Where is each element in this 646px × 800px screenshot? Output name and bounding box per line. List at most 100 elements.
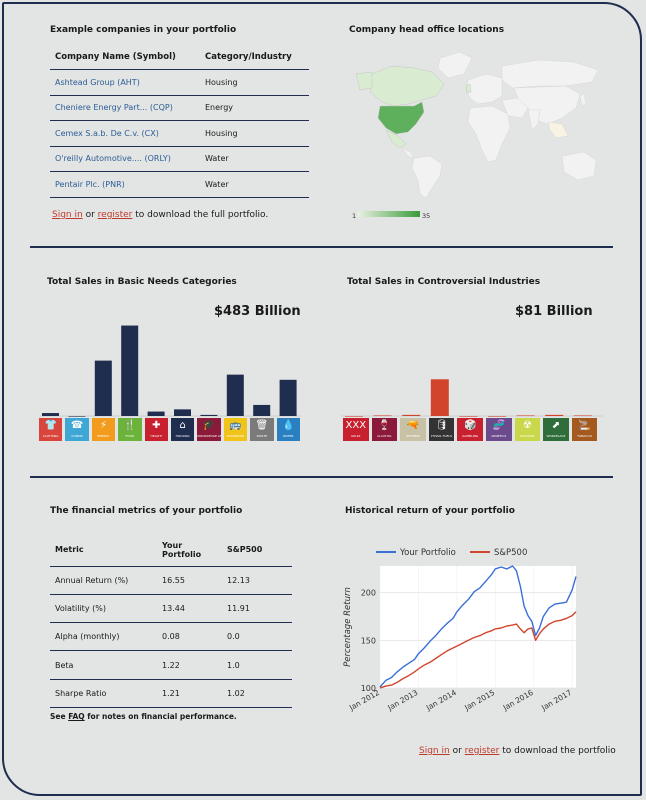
bar-energy[interactable] <box>94 360 112 416</box>
housing-icon: ⌂ HOUSING <box>170 418 195 441</box>
icon-label: WASTE <box>256 434 268 438</box>
bar-waste[interactable] <box>253 404 271 416</box>
basic-needs-total: $483 Billion <box>214 304 301 319</box>
company-name[interactable]: Cemex S.a.b. De C.v. (CX) <box>50 120 200 147</box>
bar-knowledge-and-education[interactable] <box>200 414 218 416</box>
metric-portfolio-value: 1.22 <box>157 650 222 680</box>
legend-label: Your Portfolio <box>399 548 456 558</box>
metrics-table: Metric Your Portfolio S&P500 Annual Retu… <box>50 534 292 708</box>
signin-link[interactable]: Sign in <box>419 746 450 756</box>
company-category: Housing <box>200 120 309 147</box>
y-tick-label: 100 <box>361 684 376 693</box>
icon-label: ALCOHOL <box>377 434 392 438</box>
table-row: Sharpe Ratio 1.21 1.02 <box>50 679 292 708</box>
historical-title: Historical return of your portfolio <box>345 506 515 516</box>
bar-health[interactable] <box>147 411 165 416</box>
map-japan <box>579 93 587 107</box>
y-tick-label: 150 <box>361 636 376 645</box>
table-row: O'reilly Automotive.... (ORLY) Water <box>50 146 309 172</box>
icon-label: TOBACCO <box>577 434 592 438</box>
bar-fossil-fuels[interactable] <box>430 379 449 416</box>
register-link[interactable]: register <box>464 746 500 756</box>
icon-label: TRANSPORT <box>226 434 245 438</box>
bar-workplace[interactable] <box>545 414 564 416</box>
water-icon: 💧 WATER <box>276 418 300 441</box>
legend-label: S&P500 <box>494 548 527 558</box>
bar-transport[interactable] <box>226 374 244 416</box>
map-usa <box>377 101 425 135</box>
table-row: Pentair Plc. (PNR) Water <box>50 171 309 198</box>
company-name[interactable]: O'reilly Automotive.... (ORLY) <box>50 146 200 172</box>
table-row: Cemex S.a.b. De C.v. (CX) Housing <box>50 120 309 147</box>
company-name[interactable]: Pentair Plc. (PNR) <box>50 171 200 198</box>
metric-portfolio-value: 16.55 <box>157 566 222 595</box>
map-greenland <box>437 51 473 79</box>
bar-adult[interactable] <box>345 416 363 417</box>
map-title: Company head office locations <box>349 25 505 35</box>
company-name[interactable]: Ashtead Group (AHT) <box>50 69 200 96</box>
controversial-title: Total Sales in Controversial Industries <box>347 277 541 287</box>
bar-food[interactable] <box>121 325 139 416</box>
bar-genetics[interactable] <box>488 416 506 417</box>
bar-alcohol[interactable] <box>373 415 392 417</box>
controversial-chart <box>341 379 603 417</box>
x-tick-label: Jan 2016 <box>501 688 535 713</box>
icon-glyph: 🛢 <box>435 420 448 431</box>
metric-portfolio-value: 0.08 <box>157 622 222 652</box>
icon-label: ADULT <box>350 434 361 438</box>
y-axis-label: Percentage Return <box>343 587 353 667</box>
metric-portfolio-value: 13.44 <box>157 594 222 624</box>
controversial-total: $81 Billion <box>515 304 593 319</box>
or-text: or <box>452 746 462 756</box>
gambling-icon: 🎲 GAMBLING <box>457 418 483 441</box>
company-name[interactable]: Cheniere Energy Part... (CQP) <box>50 95 200 121</box>
metrics-note: See FAQ for notes on financial performan… <box>50 712 237 721</box>
comms-icon: ☎ COMMS <box>65 418 89 441</box>
transport-icon: 🚌 TRANSPORT <box>223 418 248 441</box>
series-line-s-p500[interactable] <box>379 611 577 689</box>
icon-label: GENETICS <box>491 434 507 438</box>
icon-glyph: ⌂ <box>179 420 186 431</box>
bar-tobacco[interactable] <box>573 415 592 417</box>
bar-comms[interactable] <box>68 416 86 417</box>
x-tick-label: Jan 2015 <box>462 688 496 713</box>
metrics-title: The financial metrics of your portfolio <box>50 506 243 516</box>
clothing-icon: 👕 CLOTHING <box>39 418 63 441</box>
icon-label: HEALTH <box>150 434 163 438</box>
company-category: Water <box>200 146 309 172</box>
faq-link[interactable]: FAQ <box>68 712 85 721</box>
portfolio-table: Company Name (Symbol) Category/Industry … <box>50 46 309 198</box>
bar-water[interactable] <box>279 379 297 416</box>
metric-name: Beta <box>50 650 157 680</box>
historical-signin-line: Sign in or register to download the port… <box>419 746 616 756</box>
bar-housing[interactable] <box>174 409 191 416</box>
register-link[interactable]: register <box>97 210 133 220</box>
section-divider <box>30 246 613 248</box>
column-header-category: Category/Industry <box>200 46 309 70</box>
map-scale-min: 1 <box>352 212 356 220</box>
series-line-your-portfolio[interactable] <box>379 565 577 688</box>
icon-label: DEFENSE <box>406 434 420 438</box>
bar-defense[interactable] <box>402 414 421 416</box>
bar-clothing[interactable] <box>42 413 59 416</box>
or-text: or <box>85 210 95 220</box>
icon-glyph: 🔫 <box>406 420 420 431</box>
icon-glyph: 💧 <box>281 420 295 431</box>
signin-link[interactable]: Sign in <box>52 210 83 220</box>
world-map[interactable] <box>352 44 610 202</box>
company-category: Energy <box>200 95 309 121</box>
icon-glyph: 🚬 <box>578 420 591 431</box>
icon-glyph: 🎓 <box>202 420 216 431</box>
icon-label: FOOD <box>125 434 135 438</box>
icon-label: COMMS <box>71 434 83 438</box>
map-asia <box>513 85 581 125</box>
table-row: Ashtead Group (AHT) Housing <box>50 69 309 96</box>
nuclear-icon: ☢ NUCLEAR <box>514 418 541 441</box>
icon-glyph: XXX <box>345 420 367 431</box>
icon-glyph: 🍴 <box>123 420 137 431</box>
health-icon: ✚ HEALTH <box>144 418 168 441</box>
bar-nuclear[interactable] <box>516 415 535 417</box>
bar-gambling[interactable] <box>459 416 478 417</box>
education-icon: 🎓 KNOWLEDGE AND EDUCATION <box>197 418 221 441</box>
